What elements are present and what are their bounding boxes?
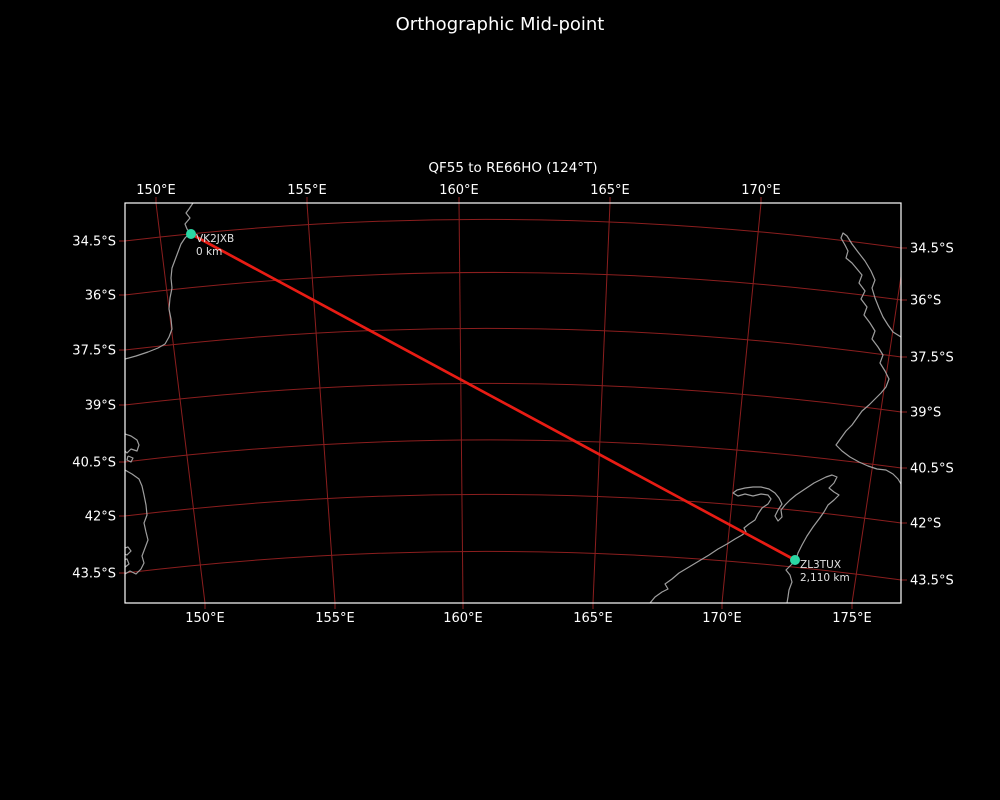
parallel-43.5°S [125,550,901,581]
xlabel-bottom: 175°E [832,611,872,626]
xlabel-bottom: 155°E [315,611,355,626]
ylabel-left: 40.5°S [72,456,116,471]
ylabel-right: 40.5°S [910,462,954,477]
parallel-39°S [125,382,901,413]
xlabel-top: 165°E [590,183,630,198]
coastline-4 [125,546,132,556]
parallel-37.5°S [125,327,901,358]
meridian-160°E [458,203,464,603]
coastline-0 [125,203,194,360]
xlabel-bottom: 160°E [443,611,483,626]
meridian-170°E [721,203,762,603]
ylabel-right: 43.5°S [910,574,954,589]
map-title: QF55 to RE66HO (124°T) [428,160,597,176]
xlabel-top: 160°E [439,183,479,198]
coastline-2 [126,455,134,463]
coastline-3 [125,469,149,575]
meridian-175°E [851,272,901,603]
xlabel-bottom: 150°E [185,611,225,626]
station-marker-VK2JXB [186,229,196,239]
graticule [125,203,901,603]
coastline-7 [649,474,840,603]
map-border [124,202,902,604]
coastline-5 [125,558,130,568]
station-distance-VK2JXB: 0 km [196,246,222,258]
parallel-36°S [125,271,901,301]
meridian-165°E [592,203,611,603]
parallel-40.5°S [125,439,901,469]
ylabel-left: 42°S [85,510,116,525]
meridian-150°E [155,203,206,603]
ylabel-left: 36°S [85,289,116,304]
station-callsign-ZL3TUX: ZL3TUX [800,559,841,571]
map-inner [125,203,901,603]
station-marker-ZL3TUX [790,555,800,565]
great-circle-path [190,232,796,562]
ylabel-right: 42°S [910,517,941,532]
xlabel-bottom: 170°E [702,611,742,626]
ylabel-left: 43.5°S [72,567,116,582]
coastline-1 [125,433,140,454]
ylabel-left: 37.5°S [72,344,116,359]
xlabel-top: 155°E [287,183,327,198]
coastline-6 [835,232,901,485]
parallel-42°S [125,493,901,524]
ylabel-left: 39°S [85,399,116,414]
xlabel-top: 170°E [741,183,781,198]
ticks [119,197,907,609]
tick-labels: 150°E 150°E 155°E 155°E 160°E 160°E 165°E 165°E… [72,183,953,626]
parallel-34.5°S [125,218,901,249]
figure-title: Orthographic Mid-point [395,14,605,35]
ylabel-left: 34.5°S [72,235,116,250]
ylabel-right: 37.5°S [910,351,954,366]
station-distance-ZL3TUX: 2,110 km [800,572,850,584]
meridian-155°E [306,203,336,603]
ylabel-right: 39°S [910,406,941,421]
ylabel-right: 36°S [910,294,941,309]
xlabel-top: 150°E [136,183,176,198]
xlabel-bottom: 165°E [573,611,613,626]
ylabel-right: 34.5°S [910,242,954,257]
coastlines [125,203,901,603]
station-callsign-VK2JXB: VK2JXB [196,233,234,245]
